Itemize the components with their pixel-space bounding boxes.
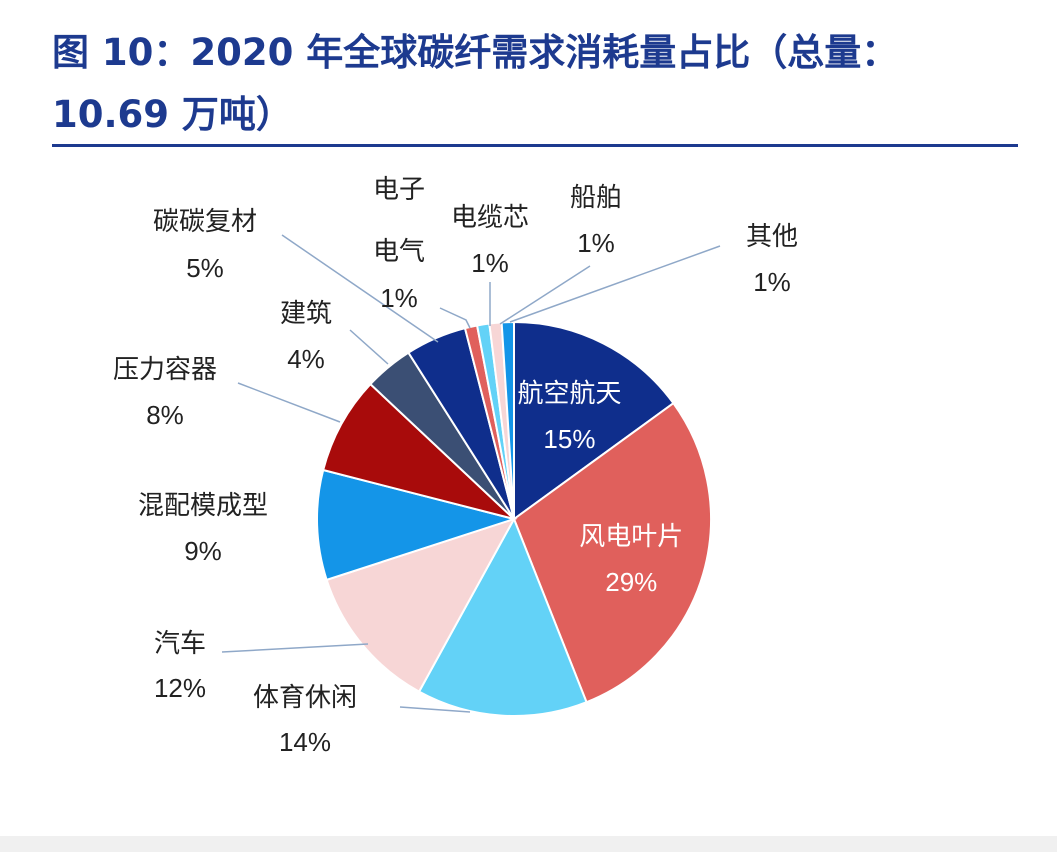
- slice-name-label: 碳碳复材: [153, 206, 257, 236]
- title-divider: [52, 144, 1018, 147]
- slice-percent-label: 15%: [543, 424, 595, 454]
- pie-slice-5: [316, 468, 518, 582]
- leader-line-5: [237, 382, 341, 423]
- slice-name-label: 汽车: [154, 628, 206, 658]
- pie-labels: 航空航天 15% 风电叶片 29% 体育休闲 14% 汽车 12% 混配模成型 9% 压力容器 8% 建…: [113, 174, 798, 757]
- slice-percent-label: 8%: [146, 400, 184, 430]
- leader-line-3: [349, 329, 389, 365]
- slice-name-label: 体育休闲: [253, 682, 357, 712]
- slice-percent-label: 1%: [471, 248, 509, 278]
- slice-percent-label: 9%: [184, 536, 222, 566]
- pie-slice-2: [512, 401, 712, 704]
- leader-line-8: [499, 265, 591, 325]
- slice-percent-label: 12%: [154, 673, 206, 703]
- leader-line-6: [439, 307, 471, 329]
- leader-line-4: [281, 234, 439, 343]
- pie-slice-3: [417, 516, 588, 717]
- bottom-band: [0, 836, 1057, 852]
- pie-slice-1: [513, 320, 675, 521]
- leader-line-2: [221, 643, 369, 653]
- pie-chart: 航空航天 15% 风电叶片 29% 体育休闲 14% 汽车 12% 混配模成型 9% 压力容器 8% 建…: [113, 174, 798, 757]
- slice-name-label: 电缆芯: [451, 202, 529, 232]
- slice-name-label: 其他: [746, 221, 798, 251]
- leader-line-1: [399, 706, 471, 713]
- slice-percent-label: 4%: [287, 344, 325, 374]
- slice-percent-label: 5%: [186, 253, 224, 283]
- slice-name-label: 风电叶片: [579, 521, 683, 551]
- slice-name-label: 混配模成型: [138, 490, 268, 520]
- slice-name-label: 船舶: [570, 182, 622, 212]
- pie-slices: [316, 320, 712, 717]
- slice-name-label: 电气: [373, 236, 425, 266]
- slice-name-label: 建筑: [280, 298, 332, 328]
- slice-percent-label: 29%: [605, 567, 657, 597]
- slice-name-label: 航空航天: [517, 378, 621, 408]
- slice-percent-label: 1%: [380, 283, 418, 313]
- slice-name-label: 压力容器: [113, 354, 217, 384]
- leader-line-9: [509, 245, 721, 323]
- slice-percent-label: 1%: [753, 267, 791, 297]
- chart-title: 图 10：2020 年全球碳纤需求消耗量占比（总量：10.69 万吨）: [52, 31, 899, 136]
- slice-percent-label: 1%: [577, 228, 615, 258]
- pie-slice-6: [321, 382, 515, 520]
- slice-name-label: 电子: [373, 174, 425, 204]
- slice-percent-label: 14%: [279, 727, 331, 757]
